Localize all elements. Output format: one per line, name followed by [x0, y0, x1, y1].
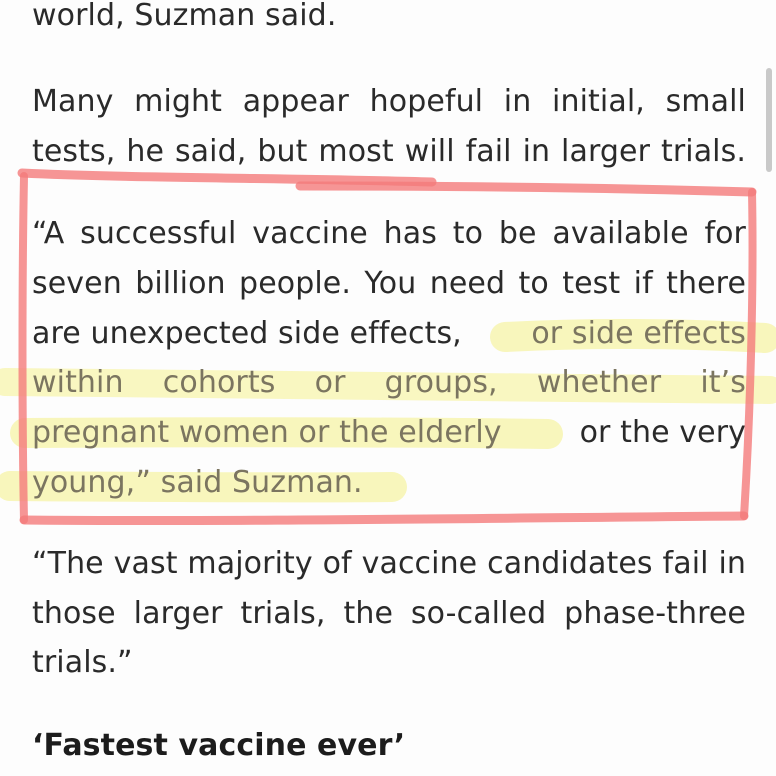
text-line: those larger trials, the so-called phase…: [32, 596, 746, 631]
annotation-bottom-stroke: [19, 511, 749, 526]
text-line: trials.”: [32, 645, 133, 680]
highlighted-segment: pregnant women or the elderly: [32, 415, 502, 450]
text-line: world, Suzman said.: [32, 0, 337, 33]
quote-line: seven billion people. You need to test i…: [32, 266, 746, 301]
quote-line: pregnant women or the elderly or the ver…: [32, 413, 746, 453]
annotation-top-stroke: [295, 181, 757, 197]
annotation-left-stroke: [18, 172, 28, 524]
section-heading: ‘Fastest vaccine ever’: [32, 728, 406, 763]
highlighted-line: young,” said Suzman.: [32, 465, 363, 500]
highlighted-line: within cohorts or groups, whether it’s: [32, 365, 746, 400]
quote-segment: or the very: [579, 415, 746, 450]
text-line: “The vast majority of vaccine candidates…: [32, 546, 746, 581]
quote-line: are unexpected side effects, or side eff…: [32, 314, 746, 354]
quote-segment: are unexpected side effects,: [32, 316, 462, 351]
text-line: tests, he said, but most will fail in la…: [32, 134, 746, 169]
annotation-top-stroke: [17, 168, 437, 187]
quote-line: “A successful vaccine has to be availabl…: [32, 216, 746, 251]
highlighted-segment: or side effects: [531, 316, 746, 351]
scrollbar[interactable]: [766, 68, 772, 172]
text-line: Many might appear hopeful in initial, sm…: [32, 84, 746, 119]
